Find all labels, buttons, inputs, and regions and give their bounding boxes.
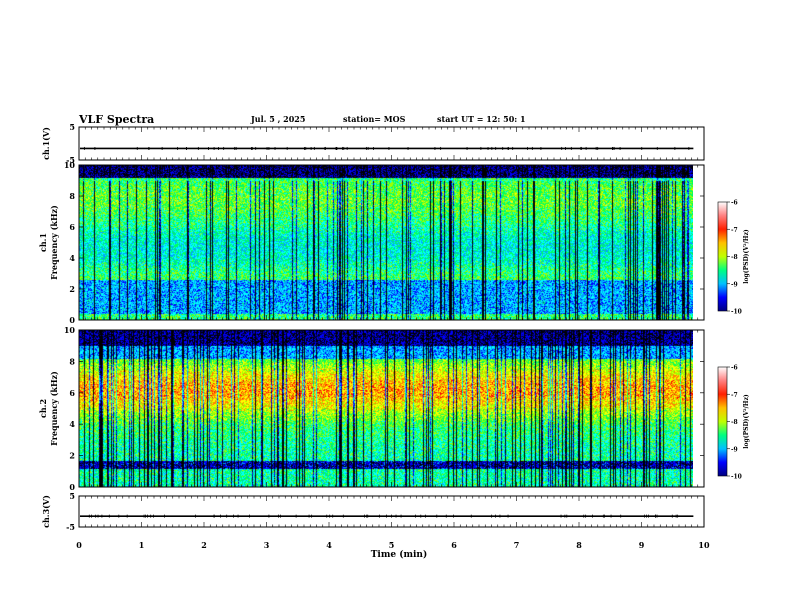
y-tick-label: 0 <box>69 315 75 325</box>
y-axis-label: Frequency (kHz) <box>49 205 59 280</box>
y-tick-label: 5 <box>69 122 75 132</box>
colorbar-tick-label: -9 <box>731 446 738 453</box>
y-tick-label: 8 <box>69 356 75 366</box>
x-tick-label: 2 <box>201 540 207 550</box>
colorbar-label: log(PSD)(V²/Hz) <box>743 394 750 449</box>
colorbar-tick-label: -6 <box>731 200 738 207</box>
colorbar-tick-label: -9 <box>731 281 738 288</box>
ch2-spectrogram-colorbar <box>717 366 728 477</box>
y-axis-label: Frequency (kHz) <box>49 371 59 446</box>
y-tick-label: 2 <box>69 451 75 461</box>
ch1-spectrogram-colorbar <box>717 201 728 312</box>
chart-title: VLF Spectra <box>78 113 154 126</box>
channel-label: ch.1 <box>38 233 48 252</box>
y-tick-label: 2 <box>69 284 75 294</box>
x-tick-label: 9 <box>639 540 645 550</box>
x-tick-label: 5 <box>389 540 395 550</box>
ch1-spectrogram-raster <box>79 165 693 320</box>
colorbar-tick-label: -10 <box>731 309 742 316</box>
x-axis-label: Time (min) <box>371 549 428 560</box>
colorbar-tick-label: -8 <box>731 254 738 261</box>
y-tick-label: 8 <box>69 191 75 201</box>
y-tick-label: 6 <box>69 388 75 398</box>
station-label: station= MOS <box>343 114 406 124</box>
y-tick-label: -5 <box>66 522 75 532</box>
x-tick-label: 8 <box>576 540 582 550</box>
panel-ch3-waveform: ch.3(V) 5 -5 <box>41 491 705 532</box>
x-tick-label: 3 <box>264 540 270 550</box>
y-tick-label: -5 <box>66 155 75 165</box>
date-label: Jul. 5 , 2025 <box>250 114 305 124</box>
x-tick-label: 6 <box>451 540 457 550</box>
y-tick-label: 10 <box>64 325 76 335</box>
y-tick-label: 10 <box>64 160 76 170</box>
ch2-spectrogram-raster <box>79 330 693 487</box>
panel-ch2-spectrogram: -6 -7 -8 -9 -10 log(PSD)(V²/Hz) ch.2 Frequency … <box>38 325 750 492</box>
panel-ch1-waveform: ch.1(V) 5 -5 <box>41 122 705 165</box>
colorbar-tick-label: -8 <box>731 419 738 426</box>
x-tick-label: 7 <box>514 540 520 550</box>
x-tick-label: 1 <box>139 540 145 550</box>
colorbar-tick-label: -6 <box>731 365 738 372</box>
colorbar-tick-label: -7 <box>731 392 738 399</box>
colorbar-label: log(PSD)(V²/Hz) <box>743 229 750 284</box>
y-axis-label: ch.3(V) <box>41 495 51 528</box>
y-tick-label: 4 <box>69 253 75 263</box>
panel-ch1-spectrogram: -6 -7 -8 -9 -10 log(PSD)(V²/Hz) ch.1 Frequency … <box>38 160 750 325</box>
y-axis-label: ch.1(V) <box>41 127 51 160</box>
colorbar-tick-label: -10 <box>731 474 742 481</box>
y-tick-label: 0 <box>69 482 75 492</box>
colorbar-tick-label: -7 <box>731 227 738 234</box>
y-tick-label: 6 <box>69 222 75 232</box>
channel-label: ch.2 <box>38 399 48 418</box>
x-tick-label: 10 <box>698 540 710 550</box>
y-tick-label: 4 <box>69 419 75 429</box>
x-tick-label: 4 <box>326 540 332 550</box>
start-ut-label: start UT = 12: 50: 1 <box>437 114 526 124</box>
y-tick-label: 5 <box>69 491 75 501</box>
x-tick-label: 0 <box>76 540 82 550</box>
